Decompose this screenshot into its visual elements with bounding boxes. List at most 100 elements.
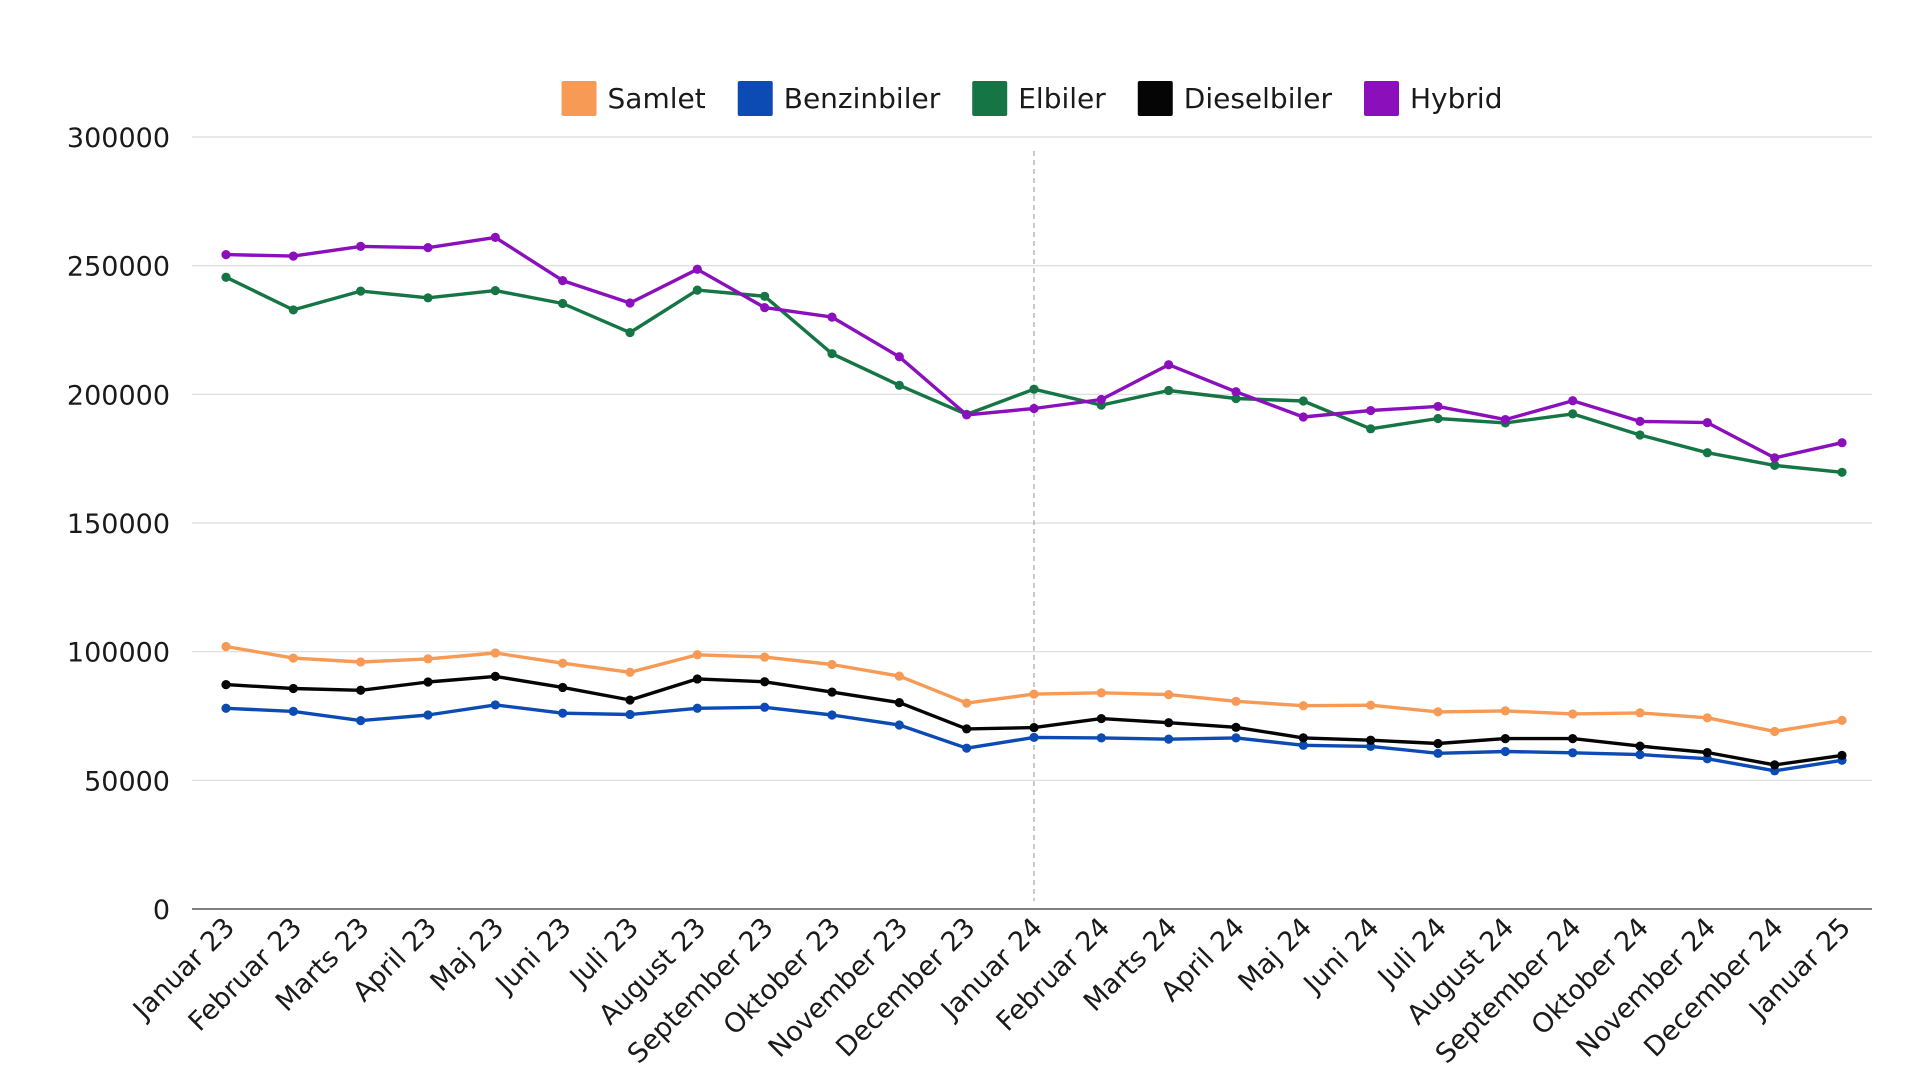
series-samlet xyxy=(221,641,1847,737)
data-point-hybrid xyxy=(1702,418,1712,428)
data-point-benzinbiler xyxy=(827,710,837,720)
y-axis: 0 50000 100000 150000 200000 250000 300000 xyxy=(67,123,170,926)
data-point-dieselbiler xyxy=(1702,747,1712,758)
data-point-samlet xyxy=(760,652,770,662)
series-elbiler xyxy=(221,272,1847,477)
data-point-elbiler xyxy=(1770,460,1780,470)
y-tick-label: 300000 xyxy=(67,123,170,154)
data-point-elbiler xyxy=(356,286,366,296)
data-point-elbiler xyxy=(1298,396,1308,406)
data-point-samlet xyxy=(1164,690,1174,700)
data-point-elbiler xyxy=(1433,413,1443,424)
data-point-dieselbiler xyxy=(221,680,231,690)
y-tick-label: 100000 xyxy=(67,638,170,669)
data-point-hybrid xyxy=(625,298,635,308)
data-point-hybrid xyxy=(692,264,702,274)
data-point-samlet xyxy=(423,654,433,664)
legend-label: Samlet xyxy=(608,82,706,115)
data-point-elbiler xyxy=(1231,393,1241,404)
series-dieselbiler xyxy=(221,671,1847,770)
data-point-dieselbiler xyxy=(1770,760,1780,770)
legend-label: Hybrid xyxy=(1410,82,1502,115)
data-point-dieselbiler xyxy=(827,687,837,697)
data-point-benzinbiler xyxy=(1096,733,1106,743)
data-point-hybrid xyxy=(760,303,770,313)
legend: Samlet Benzinbiler Elbiler Dieselbiler Hybri… xyxy=(561,81,1502,116)
legend-label: Elbiler xyxy=(1018,82,1106,115)
data-point-hybrid xyxy=(1500,414,1510,425)
x-tick-label: Juni 23 xyxy=(489,912,578,1001)
data-point-benzinbiler xyxy=(1433,748,1443,758)
data-point-samlet xyxy=(1500,706,1510,716)
legend-swatch-benzinbiler xyxy=(737,81,773,116)
data-point-dieselbiler xyxy=(558,682,568,693)
data-point-elbiler xyxy=(1366,424,1376,434)
data-point-samlet xyxy=(1433,707,1443,717)
data-point-benzinbiler xyxy=(490,700,500,710)
data-point-elbiler xyxy=(423,293,433,303)
legend-swatch-samlet xyxy=(561,81,597,116)
gridlines xyxy=(192,136,1872,781)
data-point-hybrid xyxy=(1568,396,1578,406)
data-point-elbiler xyxy=(1029,384,1039,394)
data-point-dieselbiler xyxy=(288,683,298,694)
data-point-dieselbiler xyxy=(1568,734,1578,744)
data-point-hybrid xyxy=(1231,387,1241,397)
data-point-benzinbiler xyxy=(1298,740,1308,750)
data-point-dieselbiler xyxy=(1096,713,1106,724)
data-point-hybrid xyxy=(1433,401,1443,412)
data-point-samlet xyxy=(1298,701,1308,711)
data-point-benzinbiler xyxy=(894,720,904,730)
legend-label: Benzinbiler xyxy=(784,82,941,115)
data-point-benzinbiler xyxy=(1231,733,1241,743)
data-point-samlet xyxy=(1029,689,1039,699)
data-point-dieselbiler xyxy=(625,695,635,705)
data-point-dieselbiler xyxy=(1433,738,1443,749)
x-tick-label: Juni 24 xyxy=(1297,912,1386,1001)
data-point-elbiler xyxy=(692,285,702,295)
series-group xyxy=(221,232,1847,776)
data-point-benzinbiler xyxy=(356,716,366,726)
data-point-benzinbiler xyxy=(1635,750,1645,760)
data-point-samlet xyxy=(1702,713,1712,723)
data-point-elbiler xyxy=(625,327,635,338)
data-point-benzinbiler xyxy=(558,708,568,718)
data-point-hybrid xyxy=(1298,412,1308,422)
data-point-hybrid xyxy=(1837,438,1847,448)
data-point-hybrid xyxy=(1029,403,1039,414)
data-point-benzinbiler xyxy=(625,709,635,720)
data-point-elbiler xyxy=(1164,385,1174,396)
data-point-hybrid xyxy=(221,250,231,260)
data-point-benzinbiler xyxy=(423,710,433,720)
data-point-dieselbiler xyxy=(760,677,770,687)
data-point-samlet xyxy=(558,658,568,668)
data-point-samlet xyxy=(1770,726,1780,737)
data-point-dieselbiler xyxy=(1029,722,1039,733)
data-point-hybrid xyxy=(894,352,904,362)
data-point-samlet xyxy=(221,641,231,652)
data-point-hybrid xyxy=(356,241,366,251)
data-point-benzinbiler xyxy=(760,702,770,712)
data-point-elbiler xyxy=(1702,448,1712,458)
data-point-samlet xyxy=(962,698,972,708)
data-point-dieselbiler xyxy=(490,671,500,681)
data-point-benzinbiler xyxy=(1164,734,1174,744)
data-point-samlet xyxy=(1837,715,1847,725)
data-point-benzinbiler xyxy=(1500,746,1510,757)
data-point-benzinbiler xyxy=(221,703,231,713)
data-point-elbiler xyxy=(490,286,500,296)
data-point-samlet xyxy=(1568,709,1578,719)
data-point-hybrid xyxy=(423,243,433,253)
legend-label: Dieselbiler xyxy=(1184,82,1333,115)
data-point-dieselbiler xyxy=(1366,735,1376,745)
data-point-hybrid xyxy=(1770,453,1780,463)
data-point-benzinbiler xyxy=(962,743,972,753)
data-point-elbiler xyxy=(558,298,568,309)
y-tick-label: 50000 xyxy=(84,766,170,797)
data-point-elbiler xyxy=(827,349,837,359)
data-point-hybrid xyxy=(288,251,298,261)
data-point-benzinbiler xyxy=(288,706,298,716)
